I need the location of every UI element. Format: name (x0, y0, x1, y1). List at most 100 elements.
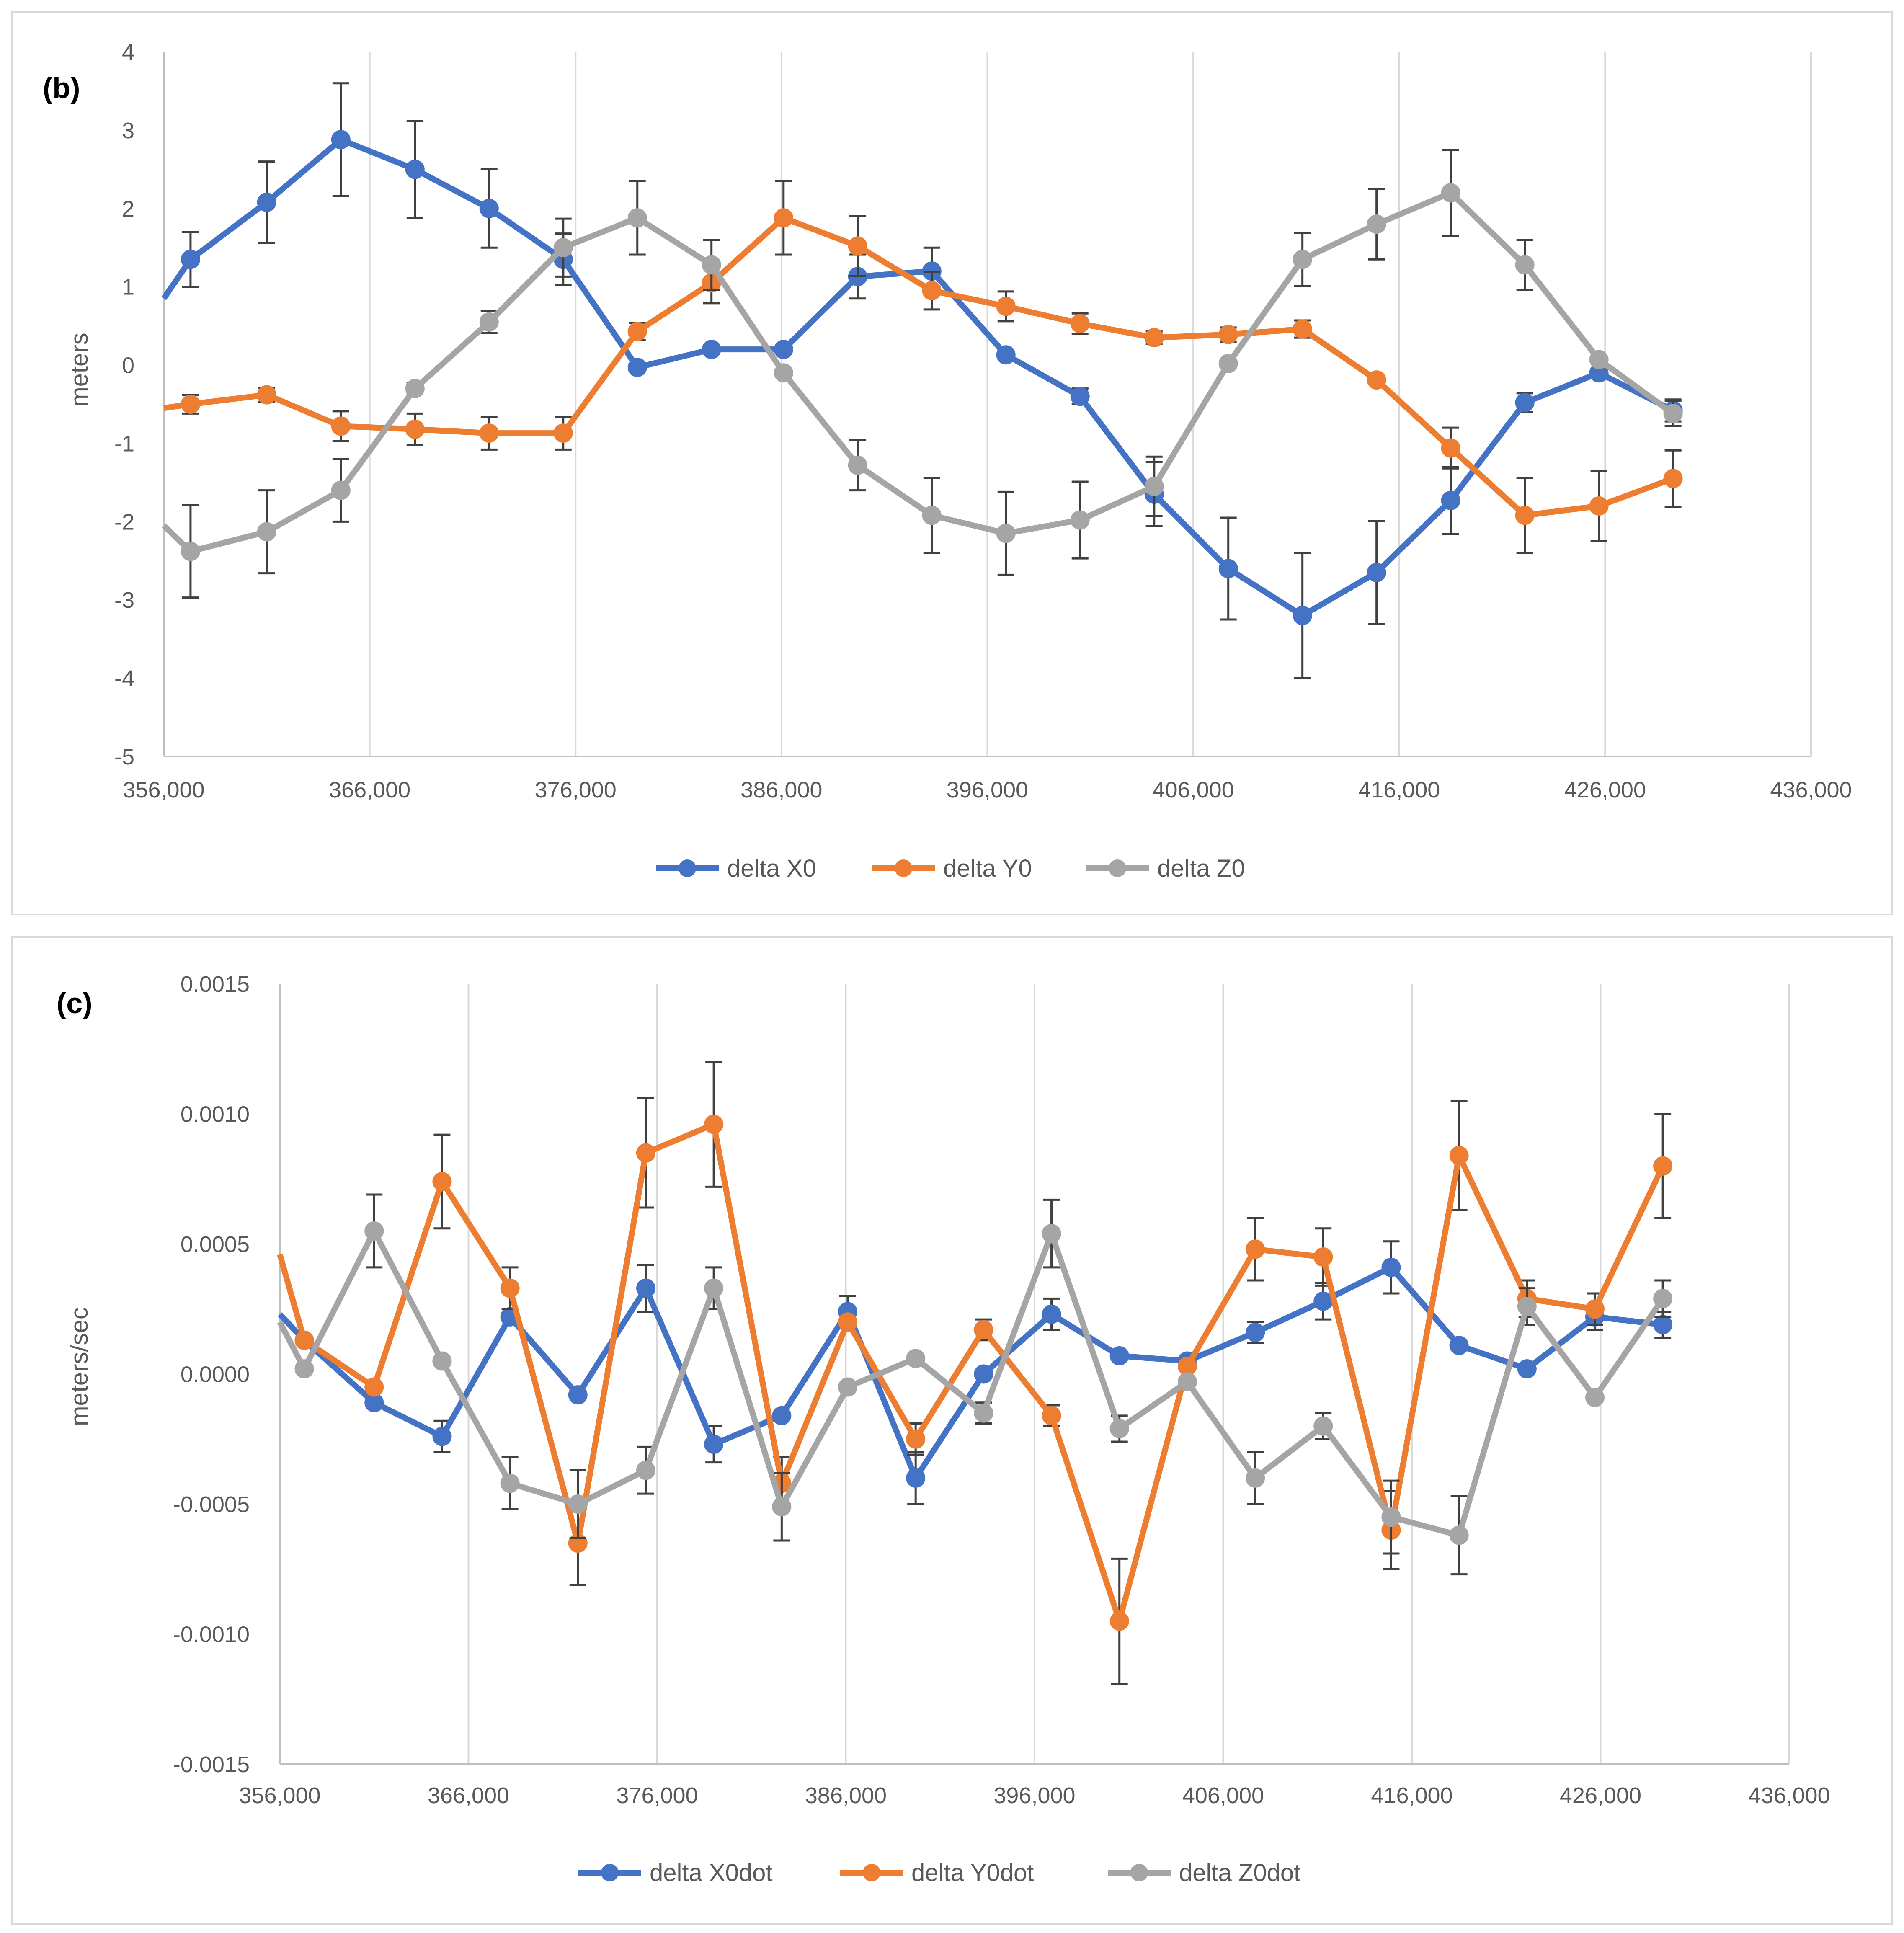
x-tick-label: 406,000 (1182, 1783, 1264, 1808)
data-point (772, 1497, 792, 1517)
data-point (996, 524, 1016, 543)
data-point (906, 1349, 926, 1368)
data-point (1109, 1611, 1129, 1631)
data-point (922, 281, 942, 301)
data-point (1515, 506, 1535, 525)
data-point (405, 419, 425, 439)
data-point (479, 423, 499, 443)
data-point (331, 130, 351, 150)
x-tick-label: 436,000 (1770, 777, 1852, 803)
data-point (1367, 370, 1386, 390)
data-point (500, 1474, 520, 1493)
legend-label: delta Z0 (1157, 855, 1245, 882)
y-tick-label: 0.0015 (181, 972, 250, 997)
x-tick-label: 406,000 (1153, 777, 1234, 803)
data-point (257, 385, 276, 405)
y-tick-label: -3 (114, 588, 134, 613)
data-point (181, 395, 200, 414)
data-point (257, 522, 276, 542)
data-point (1517, 1297, 1537, 1316)
data-point (1218, 325, 1238, 344)
x-tick-label: 426,000 (1564, 777, 1646, 803)
chart-c-svg: (c) meters/sec 356,000 366,000 376,000 386,… (57, 972, 1830, 1887)
legend-label: delta X0dot (650, 1859, 772, 1887)
data-point (294, 1359, 314, 1379)
series-0 (161, 82, 1683, 679)
series-line (163, 215, 1674, 519)
data-point (772, 1406, 792, 1425)
series-line (277, 1121, 1666, 1624)
chart-b-svg: (b) meters 356,000 366,000 376,000 386,000 3… (43, 40, 1852, 882)
data-point (1653, 1315, 1673, 1334)
series-line (161, 137, 1674, 619)
y-tick-label: -5 (114, 744, 134, 769)
legend-label: delta Y0dot (911, 1859, 1034, 1887)
panel-label-b: (b) (43, 72, 80, 104)
data-point (1515, 255, 1535, 275)
y-tick-label: -0.0010 (173, 1622, 250, 1647)
y-tick-label: -4 (114, 666, 134, 691)
legend-swatch-marker (895, 859, 912, 877)
data-point (1441, 183, 1460, 203)
data-point (1070, 387, 1090, 406)
y-axis-title-b: meters (66, 333, 93, 407)
x-tick-label: 376,000 (616, 1783, 698, 1808)
x-tick-label: 356,000 (123, 777, 204, 803)
x-tick-label: 396,000 (947, 777, 1028, 803)
data-point (405, 379, 425, 398)
data-point (1515, 393, 1535, 413)
data-point (331, 480, 351, 500)
x-tick-label: 386,000 (740, 777, 822, 803)
data-point (405, 160, 425, 179)
y-tick-label: -1 (114, 431, 134, 456)
x-tick-label: 376,000 (535, 777, 617, 803)
data-point (1367, 563, 1386, 582)
data-point (479, 312, 499, 332)
data-point (627, 358, 647, 377)
x-tick-label: 366,000 (428, 1783, 509, 1808)
data-point (1663, 469, 1683, 488)
data-point (838, 1312, 858, 1332)
data-point (1449, 1525, 1469, 1545)
data-point (848, 236, 867, 256)
data-point (181, 250, 200, 269)
data-point (704, 1435, 724, 1454)
data-point (181, 542, 200, 561)
data-point (636, 1461, 655, 1480)
data-point (432, 1172, 452, 1191)
data-point (553, 238, 573, 258)
x-tick-label: 356,000 (239, 1783, 320, 1808)
data-point (1144, 328, 1164, 348)
y-tick-label: -2 (114, 509, 134, 534)
data-point (1449, 1146, 1469, 1165)
data-point (1293, 606, 1312, 625)
data-point (1367, 214, 1386, 234)
data-point (1449, 1336, 1469, 1355)
chart-panel-b: (b) meters 356,000 366,000 376,000 386,000 3… (11, 11, 1893, 915)
data-point (1313, 1416, 1333, 1436)
data-point (627, 322, 647, 341)
data-point (922, 506, 942, 525)
data-point (1313, 1291, 1333, 1311)
y-tick-label: 1 (122, 275, 134, 300)
y-tick-label: 2 (122, 196, 134, 222)
data-point (702, 340, 721, 359)
legend-swatch-marker (1130, 1864, 1148, 1881)
data-point (627, 208, 647, 228)
data-point (996, 297, 1016, 316)
data-point (1589, 350, 1609, 369)
data-point (364, 1377, 384, 1397)
panel-label-c: (c) (57, 987, 93, 1019)
x-tick-label: 416,000 (1371, 1783, 1453, 1808)
data-point (774, 208, 793, 228)
x-tick-label: 366,000 (329, 777, 410, 803)
x-tick-label: 436,000 (1748, 1783, 1830, 1808)
data-point (636, 1278, 655, 1298)
data-point (1246, 1239, 1265, 1259)
y-tick-label: -0.0005 (173, 1492, 250, 1517)
data-point (1177, 1372, 1197, 1392)
data-point (294, 1330, 314, 1350)
x-tick-label: 396,000 (993, 1783, 1075, 1808)
data-point (1042, 1224, 1061, 1244)
y-tick-label: 0.0005 (181, 1232, 250, 1257)
